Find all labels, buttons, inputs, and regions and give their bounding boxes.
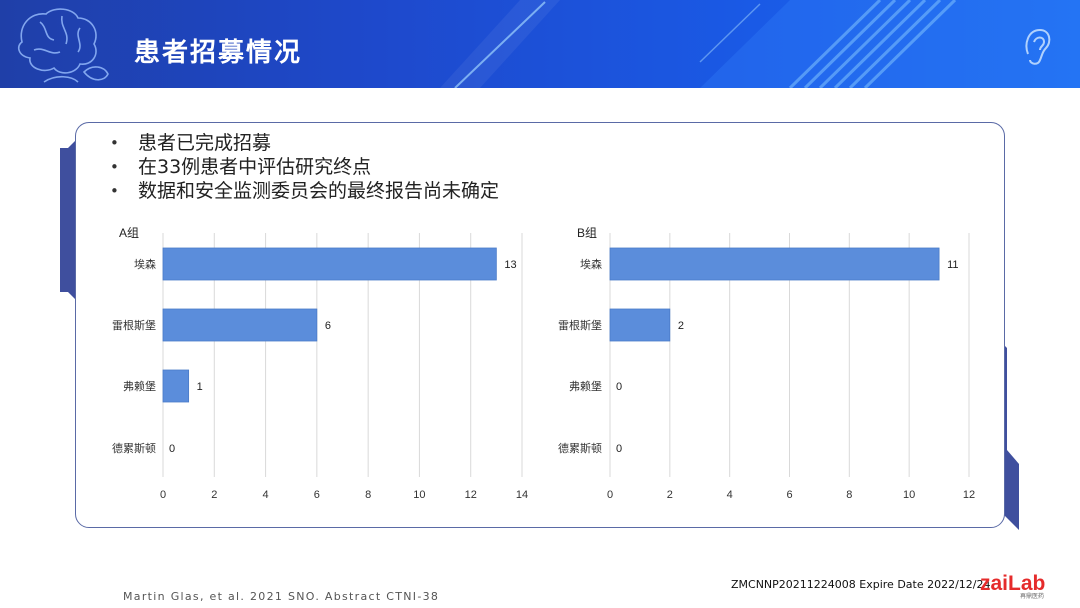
document-code: ZMCNNP20211224008 Expire Date 2022/12/24 xyxy=(731,578,991,591)
ear-icon xyxy=(1025,28,1051,65)
brain-icon xyxy=(17,8,109,83)
bullet-list: • 患者已完成招募 • 在33例患者中评估研究终点 • 数据和安全监测委员会的最… xyxy=(110,131,499,203)
logo-wordmark: zaiLab xyxy=(980,572,1045,595)
bullet-text: 在33例患者中评估研究终点 xyxy=(138,156,372,178)
bullet-text: 患者已完成招募 xyxy=(138,132,272,154)
header-banner: 患者招募情况 xyxy=(0,0,1080,88)
page-title: 患者招募情况 xyxy=(134,38,303,68)
logo-subtext: 再鼎医药 xyxy=(1020,592,1044,600)
bullet-item: • 数据和安全监测委员会的最终报告尚未确定 xyxy=(110,180,500,202)
bullet-item: • 患者已完成招募 xyxy=(110,132,272,154)
bullet-text: 数据和安全监测委员会的最终报告尚未确定 xyxy=(138,180,500,202)
citation: Martin Glas, et al. 2021 SNO. Abstract C… xyxy=(123,590,440,603)
zailab-logo: zaiLab 再鼎医药 xyxy=(980,572,1045,600)
left-side-tab xyxy=(60,140,76,300)
header-decoration xyxy=(440,0,1080,88)
bullet-item: • 在33例患者中评估研究终点 xyxy=(110,156,372,178)
